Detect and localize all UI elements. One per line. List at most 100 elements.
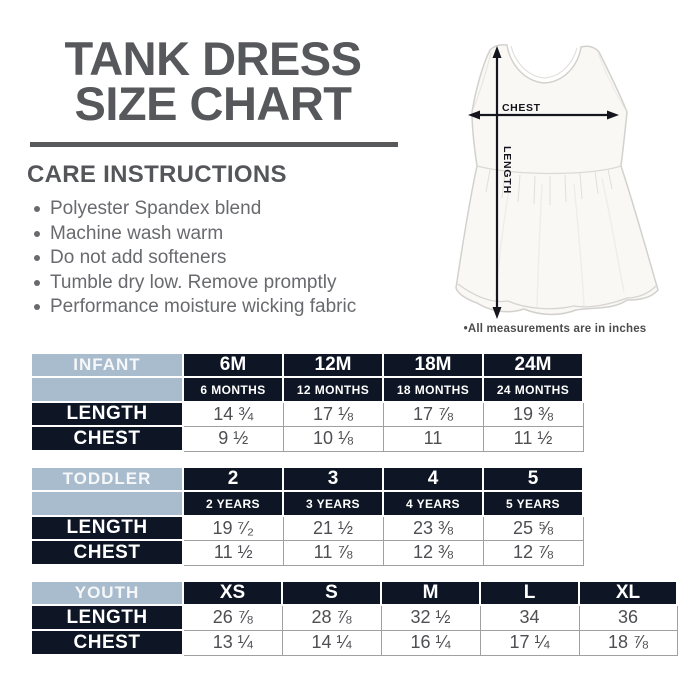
care-item-text: Tumble dry low. Remove promptly bbox=[50, 271, 337, 293]
size-header-cell: 18M bbox=[382, 352, 484, 378]
value-cell: 23 ⅜ bbox=[382, 515, 484, 541]
value-cell: 14 ¾ bbox=[182, 401, 284, 427]
arrowhead-down-icon bbox=[492, 307, 502, 319]
size-header-cell: XL bbox=[578, 580, 678, 606]
value-cell: 16 ¼ bbox=[380, 629, 481, 656]
size-subheader-cell: 6 MONTHS bbox=[182, 376, 284, 403]
row-label-cell: LENGTH bbox=[30, 604, 184, 631]
bullet-icon bbox=[34, 279, 40, 286]
value-cell: 36 bbox=[578, 604, 678, 631]
neckline-trim bbox=[510, 45, 578, 79]
value-cell: 32 ½ bbox=[380, 604, 481, 631]
value-cell: 18 ⅞ bbox=[578, 629, 678, 656]
size-header-cell: L bbox=[479, 580, 580, 606]
armhole-left bbox=[472, 51, 492, 111]
value-cell: 10 ⅛ bbox=[282, 425, 384, 452]
value-cell: 14 ¼ bbox=[281, 629, 382, 656]
table-row: CHEST 9 ½ 10 ⅛ 11 11 ½ bbox=[30, 425, 584, 452]
size-header-cell: 4 bbox=[382, 466, 484, 492]
group-label-cell: INFANT bbox=[30, 352, 184, 378]
row-label-cell: CHEST bbox=[30, 539, 184, 566]
value-cell: 11 ⅞ bbox=[282, 539, 384, 566]
group-label-cell: TODDLER bbox=[30, 466, 184, 492]
care-item-text: Polyester Spandex blend bbox=[50, 198, 262, 219]
value-cell: 12 ⅜ bbox=[382, 539, 484, 566]
care-list-item: Performance moisture wicking fabric bbox=[30, 296, 430, 321]
value-cell: 11 bbox=[382, 425, 484, 452]
bullet-icon bbox=[34, 304, 40, 311]
table-row: LENGTH 26 ⅞ 28 ⅞ 32 ½ 34 36 bbox=[30, 604, 678, 631]
value-cell: 11 ½ bbox=[182, 539, 284, 566]
size-header-cell: M bbox=[380, 580, 481, 606]
arrowheads bbox=[468, 46, 619, 319]
size-header-cell: 12M bbox=[282, 352, 384, 378]
bullet-icon bbox=[34, 206, 40, 212]
subheader-spacer-cell bbox=[30, 376, 184, 403]
size-subheader-cell: 2 YEARS bbox=[182, 490, 284, 517]
value-cell: 19 ⅜ bbox=[482, 401, 584, 427]
dress-body bbox=[455, 44, 659, 316]
arrowhead-right-icon bbox=[607, 110, 619, 120]
infant-size-table: INFANT 6M 12M 18M 24M 6 MONTHS 12 MONTHS… bbox=[30, 352, 584, 452]
page-title: TANK DRESS SIZE CHART bbox=[26, 32, 400, 130]
table-row: CHEST 13 ¼ 14 ¼ 16 ¼ 17 ¼ 18 ⅞ bbox=[30, 629, 678, 656]
care-item-text: Performance moisture wicking fabric bbox=[50, 296, 357, 318]
size-header-cell: 5 bbox=[482, 466, 584, 492]
care-list-item: Do not add softeners bbox=[30, 247, 430, 272]
measure-arrows bbox=[477, 55, 610, 310]
toddler-size-table: TODDLER 2 3 4 5 2 YEARS 3 YEARS 4 YEARS … bbox=[30, 466, 584, 566]
value-cell: 19 ⁷⁄₂ bbox=[182, 515, 284, 541]
skirt-gathers bbox=[485, 168, 613, 205]
value-cell: 28 ⅞ bbox=[281, 604, 382, 631]
size-header-cell: S bbox=[281, 580, 382, 606]
row-label-cell: CHEST bbox=[30, 629, 184, 656]
table-row: LENGTH 19 ⁷⁄₂ 21 ½ 23 ⅜ 25 ⅝ bbox=[30, 515, 584, 541]
youth-size-table: YOUTH XS S M L XL LENGTH 26 ⅞ 28 ⅞ 32 ½ … bbox=[30, 580, 678, 656]
arrowhead-left-icon bbox=[468, 110, 480, 120]
care-item-text: Machine wash warm bbox=[50, 222, 224, 244]
value-cell: 21 ½ bbox=[282, 515, 384, 541]
value-cell: 9 ½ bbox=[182, 425, 284, 452]
care-list-item: Polyester Spandex blend bbox=[30, 198, 430, 223]
row-label-cell: CHEST bbox=[30, 425, 184, 452]
tank-dress-illustration: CHEST LENGTH bbox=[455, 44, 659, 319]
value-cell: 25 ⅝ bbox=[482, 515, 584, 541]
tank-dress-diagram: CHEST LENGTH bbox=[450, 20, 670, 330]
value-cell: 26 ⅞ bbox=[182, 604, 283, 631]
value-cell: 17 ¼ bbox=[479, 629, 580, 656]
group-label-cell: YOUTH bbox=[30, 580, 184, 606]
size-header-cell: XS bbox=[182, 580, 283, 606]
bullet-icon bbox=[34, 255, 40, 262]
size-subheader-cell: 3 YEARS bbox=[282, 490, 384, 517]
size-header-cell: 24M bbox=[482, 352, 584, 378]
value-cell: 13 ¼ bbox=[182, 629, 283, 656]
title-divider-bar bbox=[30, 142, 398, 147]
measurements-note: •All measurements are in inches bbox=[463, 323, 647, 335]
size-subheader-cell: 18 MONTHS bbox=[382, 376, 484, 403]
size-header-cell: 6M bbox=[182, 352, 284, 378]
size-header-cell: 2 bbox=[182, 466, 284, 492]
care-list-item: Tumble dry low. Remove promptly bbox=[30, 272, 430, 297]
value-cell: 11 ½ bbox=[482, 425, 584, 452]
table-row: CHEST 11 ½ 11 ⅞ 12 ⅜ 12 ⅞ bbox=[30, 539, 584, 566]
size-header-cell: 3 bbox=[282, 466, 384, 492]
page-title-line2: SIZE CHART bbox=[74, 77, 353, 130]
bullet-icon bbox=[34, 230, 40, 237]
row-label-cell: LENGTH bbox=[30, 401, 184, 427]
size-subheader-cell: 24 MONTHS bbox=[482, 376, 584, 403]
size-subheader-cell: 5 YEARS bbox=[482, 490, 584, 517]
value-cell: 34 bbox=[479, 604, 580, 631]
table-row: LENGTH 14 ¾ 17 ⅛ 17 ⅞ 19 ⅜ bbox=[30, 401, 584, 427]
length-measure-label: LENGTH bbox=[501, 146, 513, 194]
armhole-right bbox=[597, 52, 627, 112]
hem-trim bbox=[457, 283, 657, 310]
care-instructions-heading: CARE INSTRUCTIONS bbox=[27, 161, 287, 188]
value-cell: 17 ⅞ bbox=[382, 401, 484, 427]
care-item-text: Do not add softeners bbox=[50, 247, 227, 269]
value-cell: 17 ⅛ bbox=[282, 401, 384, 427]
chest-measure-label: CHEST bbox=[502, 102, 541, 114]
arrowhead-up-icon bbox=[492, 46, 502, 58]
page-title-line1: TANK DRESS bbox=[64, 32, 362, 85]
subheader-spacer-cell bbox=[30, 490, 184, 517]
